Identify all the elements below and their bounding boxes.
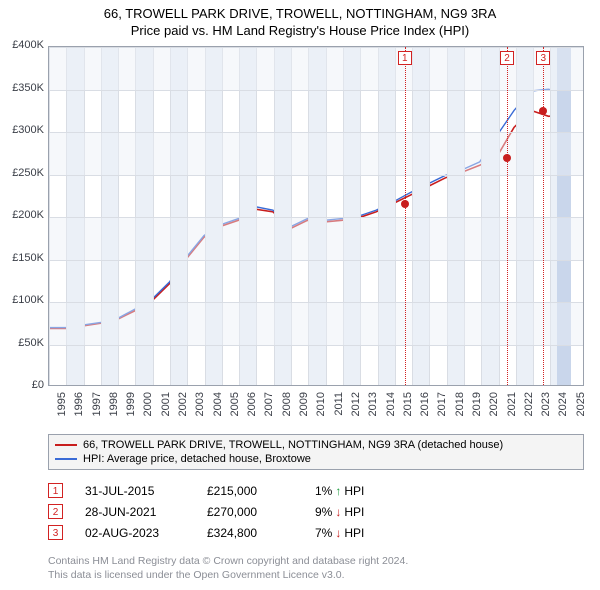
chart-subtitle: Price paid vs. HM Land Registry's House … [0, 21, 600, 42]
sale-hpi: 7% ↓ HPI [315, 526, 364, 540]
x-tick-label: 1996 [73, 392, 85, 432]
sale-row: 1 31-JUL-2015 £215,000 1% ↑ HPI [48, 480, 584, 501]
legend-label: 66, TROWELL PARK DRIVE, TROWELL, NOTTING… [83, 439, 503, 451]
arrow-down-icon: ↓ [335, 526, 341, 540]
arrow-down-icon: ↓ [335, 505, 341, 519]
sale-marker: 2 [500, 51, 514, 65]
sale-point [503, 154, 511, 162]
hpi-label: HPI [344, 484, 364, 498]
x-tick-label: 2006 [246, 392, 258, 432]
chart-container: 66, TROWELL PARK DRIVE, TROWELL, NOTTING… [0, 0, 600, 590]
plot-region: 1 2 3 [48, 46, 584, 386]
x-tick-label: 2008 [281, 392, 293, 432]
x-tick-label: 2014 [385, 392, 397, 432]
x-tick-label: 2022 [523, 392, 535, 432]
sale-hpi: 9% ↓ HPI [315, 505, 364, 519]
footer-line: Contains HM Land Registry data © Crown c… [48, 554, 584, 568]
x-tick-label: 2011 [333, 392, 345, 432]
x-tick-label: 2024 [557, 392, 569, 432]
legend-item: HPI: Average price, detached house, Brox… [55, 452, 577, 466]
sale-date: 02-AUG-2023 [85, 526, 185, 540]
y-tick-label: £0 [0, 379, 44, 391]
hpi-pct: 7% [315, 526, 332, 540]
legend-label: HPI: Average price, detached house, Brox… [83, 453, 311, 465]
x-tick-label: 2023 [540, 392, 552, 432]
chart-title: 66, TROWELL PARK DRIVE, TROWELL, NOTTING… [0, 0, 600, 21]
y-tick-label: £300K [0, 124, 44, 136]
x-tick-label: 2009 [298, 392, 310, 432]
hpi-label: HPI [344, 505, 364, 519]
sale-hpi: 1% ↑ HPI [315, 484, 364, 498]
arrow-up-icon: ↑ [335, 484, 341, 498]
x-tick-label: 2010 [315, 392, 327, 432]
sale-marker-box: 2 [48, 504, 63, 519]
sale-marker-box: 3 [48, 525, 63, 540]
x-tick-label: 2025 [575, 392, 587, 432]
x-tick-label: 2012 [350, 392, 362, 432]
x-tick-label: 1998 [108, 392, 120, 432]
chart-area: 123 199519961997199819992000200120022003… [48, 46, 584, 386]
sale-point [401, 200, 409, 208]
x-tick-label: 2002 [177, 392, 189, 432]
x-tick-label: 2019 [471, 392, 483, 432]
x-tick-label: 2004 [212, 392, 224, 432]
x-tick-label: 2021 [506, 392, 518, 432]
sales-table: 1 31-JUL-2015 £215,000 1% ↑ HPI 2 28-JUN… [48, 480, 584, 543]
hpi-pct: 9% [315, 505, 332, 519]
y-tick-label: £350K [0, 82, 44, 94]
x-tick-label: 2020 [488, 392, 500, 432]
y-tick-label: £250K [0, 167, 44, 179]
y-tick-label: £400K [0, 39, 44, 51]
sale-price: £270,000 [207, 505, 293, 519]
x-tick-label: 2000 [142, 392, 154, 432]
sale-date: 31-JUL-2015 [85, 484, 185, 498]
sale-marker: 3 [536, 51, 550, 65]
sale-marker: 1 [398, 51, 412, 65]
footer-attribution: Contains HM Land Registry data © Crown c… [48, 554, 584, 582]
y-tick-label: £150K [0, 252, 44, 264]
legend-swatch [55, 458, 77, 460]
x-tick-label: 2017 [436, 392, 448, 432]
x-tick-label: 2007 [263, 392, 275, 432]
x-tick-label: 2005 [229, 392, 241, 432]
sale-row: 3 02-AUG-2023 £324,800 7% ↓ HPI [48, 522, 584, 543]
sale-point [539, 107, 547, 115]
legend-item: 66, TROWELL PARK DRIVE, TROWELL, NOTTING… [55, 438, 577, 452]
legend: 66, TROWELL PARK DRIVE, TROWELL, NOTTING… [48, 434, 584, 470]
x-tick-label: 1999 [125, 392, 137, 432]
y-tick-label: £100K [0, 294, 44, 306]
x-tick-label: 2001 [160, 392, 172, 432]
hpi-pct: 1% [315, 484, 332, 498]
hpi-label: HPI [344, 526, 364, 540]
footer-line: This data is licensed under the Open Gov… [48, 568, 584, 582]
x-tick-label: 2015 [402, 392, 414, 432]
x-tick-label: 2018 [454, 392, 466, 432]
sale-date: 28-JUN-2021 [85, 505, 185, 519]
x-tick-label: 2013 [367, 392, 379, 432]
x-tick-label: 1997 [91, 392, 103, 432]
sale-price: £215,000 [207, 484, 293, 498]
x-tick-label: 1995 [56, 392, 68, 432]
y-tick-label: £50K [0, 337, 44, 349]
x-tick-label: 2003 [194, 392, 206, 432]
y-tick-label: £200K [0, 209, 44, 221]
sale-marker-box: 1 [48, 483, 63, 498]
legend-swatch [55, 444, 77, 446]
sale-price: £324,800 [207, 526, 293, 540]
sale-row: 2 28-JUN-2021 £270,000 9% ↓ HPI [48, 501, 584, 522]
x-tick-label: 2016 [419, 392, 431, 432]
